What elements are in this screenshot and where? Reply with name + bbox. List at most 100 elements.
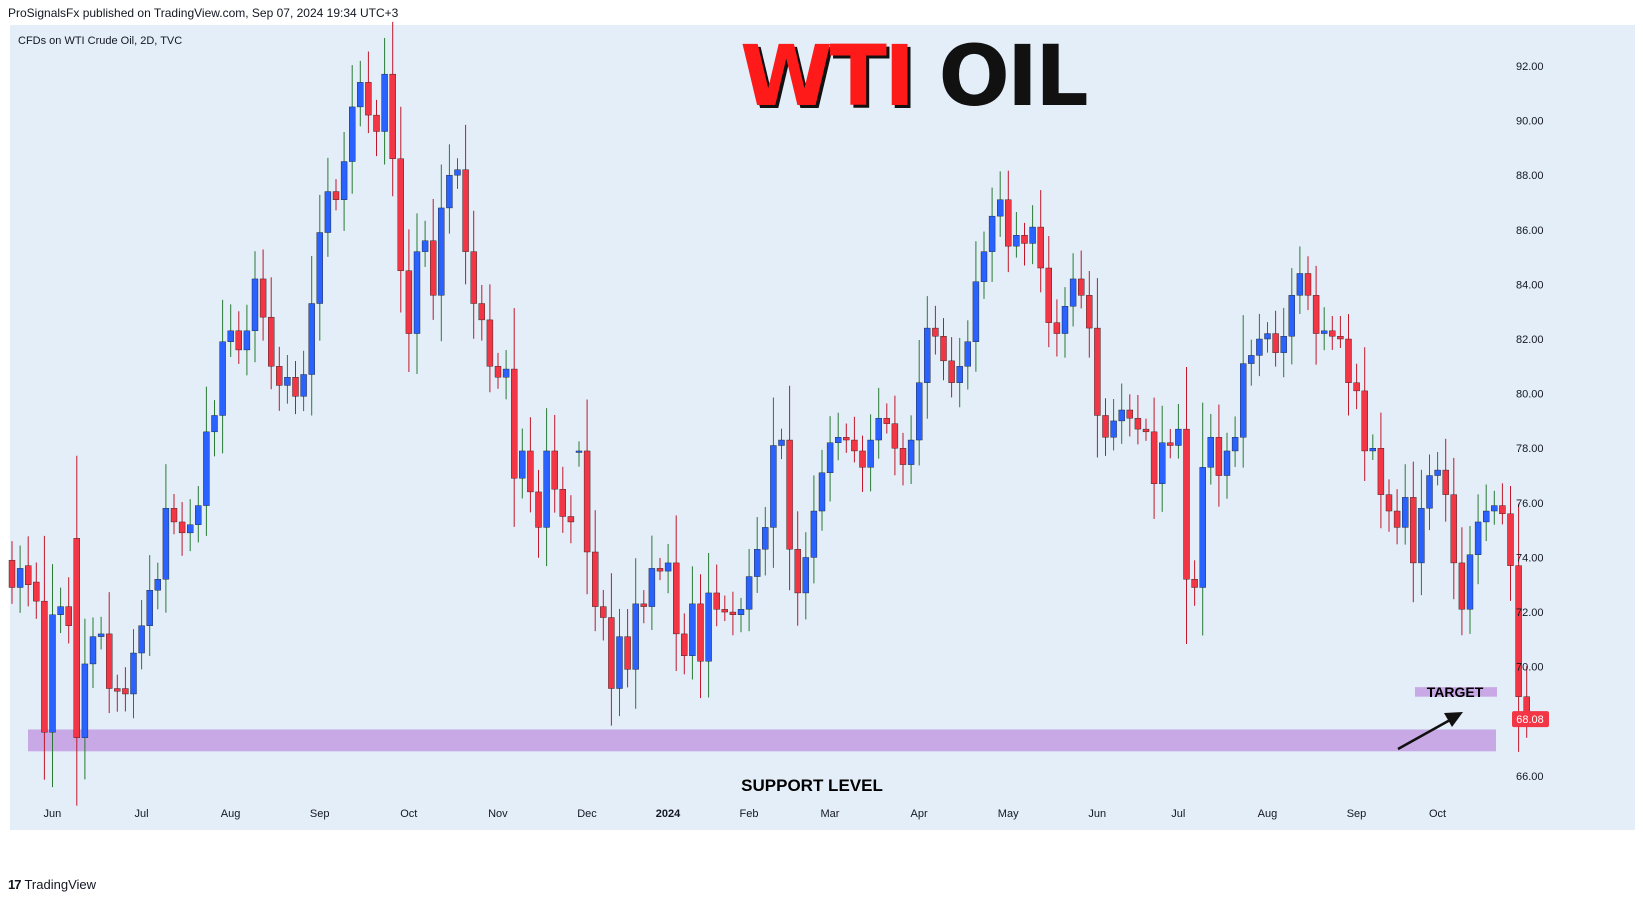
- candle-body-up: [138, 625, 145, 654]
- candle: [1256, 313, 1263, 377]
- candle: [1061, 287, 1069, 358]
- candle: [1312, 265, 1320, 365]
- candle-body-down: [1134, 417, 1142, 430]
- candle: [446, 144, 453, 234]
- candle: [721, 595, 728, 622]
- candle-body-up: [203, 431, 210, 506]
- candle-body-up: [300, 374, 307, 397]
- candle: [632, 558, 639, 709]
- candle-body-down: [729, 611, 737, 615]
- candle: [778, 428, 785, 460]
- candle: [551, 414, 558, 513]
- candle: [235, 311, 243, 364]
- candle-body-down: [1053, 322, 1061, 334]
- candle-body-down: [1337, 336, 1344, 340]
- support-zone: [28, 729, 1496, 752]
- candle: [1069, 253, 1077, 327]
- candle-body-up: [1158, 442, 1166, 484]
- tradingview-logo-icon[interactable]: 17: [8, 877, 22, 892]
- candle-body-up: [875, 417, 882, 441]
- candle-body-down: [1458, 562, 1466, 610]
- candle-body-up: [1474, 521, 1482, 555]
- price-tick-label: 88.00: [1516, 170, 1544, 182]
- candle-body-down: [430, 240, 437, 296]
- candle-body-down: [1272, 333, 1279, 353]
- footer-brand[interactable]: TradingView: [24, 877, 97, 892]
- candle-body-up: [1466, 554, 1474, 610]
- time-tick-label: Oct: [400, 808, 417, 820]
- candle: [1410, 461, 1417, 603]
- candle: [1158, 405, 1166, 512]
- candle-body-up: [349, 106, 356, 162]
- candle-body-up: [972, 281, 980, 342]
- candle: [1013, 212, 1020, 258]
- candle-body-up: [1069, 278, 1077, 307]
- candle: [1167, 428, 1174, 459]
- candle-body-down: [786, 439, 793, 550]
- candle-body-down: [478, 303, 485, 321]
- candle: [211, 400, 218, 457]
- candle: [324, 157, 332, 257]
- candle: [219, 299, 226, 454]
- candle-body-down: [527, 450, 534, 493]
- time-tick-label: Sep: [1347, 808, 1367, 820]
- candle: [1337, 315, 1344, 349]
- candle: [689, 566, 696, 680]
- candle: [883, 403, 890, 434]
- target-arrow-head-icon: [1444, 712, 1463, 727]
- candle-body-down: [1353, 382, 1360, 392]
- candle-body-up: [907, 439, 915, 465]
- candle: [381, 37, 388, 165]
- candle: [1223, 432, 1231, 499]
- candle-body-up: [664, 562, 672, 572]
- candle-body-down: [851, 439, 858, 452]
- support-level-label: SUPPORT LEVEL: [741, 776, 883, 795]
- candle: [470, 210, 477, 339]
- candle: [122, 667, 129, 712]
- candle-body-up: [1248, 355, 1255, 364]
- candle: [1142, 418, 1150, 441]
- candle-body-up: [689, 603, 696, 656]
- candle-body-up: [1434, 469, 1441, 476]
- candle: [1248, 339, 1255, 386]
- candle-body-down: [41, 600, 48, 733]
- candle: [729, 591, 737, 636]
- candle: [575, 441, 583, 467]
- candle: [543, 408, 550, 567]
- candle-body-down: [1345, 338, 1352, 383]
- candle-body-down: [1361, 390, 1368, 452]
- candle: [1272, 310, 1279, 367]
- candle-body-up: [770, 445, 777, 528]
- candle: [1361, 347, 1368, 481]
- candle-body-up: [1418, 508, 1425, 564]
- candle-body-up: [1296, 273, 1304, 296]
- candle: [195, 486, 202, 543]
- candle: [1199, 402, 1206, 636]
- candle: [616, 608, 623, 717]
- candle: [276, 346, 283, 411]
- candle-body-down: [940, 336, 947, 362]
- candle-body-down: [535, 491, 542, 528]
- time-tick-label: 2024: [656, 808, 681, 820]
- candle-body-down: [373, 114, 380, 132]
- candle-body-up: [1491, 505, 1498, 512]
- candle-body-up: [1482, 510, 1490, 523]
- candle-body-down: [268, 316, 275, 367]
- candle-body-up: [1223, 450, 1231, 476]
- candle: [438, 164, 445, 342]
- footer: 17 TradingView: [8, 877, 96, 892]
- candle: [940, 318, 947, 381]
- chart-title: WTI OIL: [740, 34, 1089, 118]
- candle: [697, 574, 704, 699]
- candle: [924, 296, 931, 419]
- candle: [340, 132, 348, 231]
- candle-body-down: [932, 327, 939, 337]
- candle: [656, 557, 664, 581]
- candle: [956, 337, 963, 408]
- candle: [1458, 527, 1466, 636]
- candle-body-down: [259, 278, 267, 318]
- candle-body-up: [1280, 336, 1287, 353]
- candle-body-up: [162, 508, 170, 580]
- candle-body-down: [73, 538, 81, 738]
